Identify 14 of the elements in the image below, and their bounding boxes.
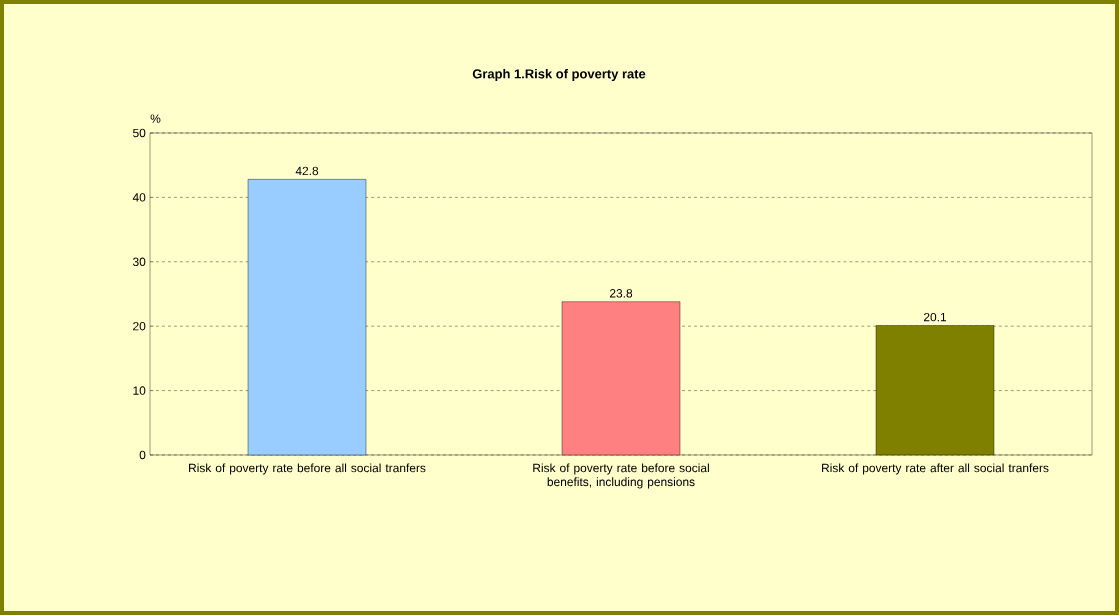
data-label: 20.1: [923, 312, 947, 322]
x-tick-label: Risk of poverty rate before all social tranfers: [189, 463, 426, 475]
x-tick-label: Risk of poverty rate after all social tranfers: [822, 463, 1049, 475]
y-tick-label: 30: [132, 257, 146, 267]
chart-title: Graph 1.Risk of poverty rate: [472, 68, 646, 82]
y-tick-label: 20: [133, 321, 146, 331]
data-label: 42.8: [295, 166, 319, 176]
y-axis-title: %: [150, 114, 161, 123]
data-label: 23.8: [609, 289, 633, 298]
y-tick-label: 0: [139, 450, 146, 460]
y-tick-label: 50: [133, 128, 146, 138]
y-tick-label: 40: [132, 193, 146, 202]
x-tick-label: Risk of poverty rate before social benefits, including pensions: [533, 463, 709, 489]
y-tick-label: 10: [133, 386, 146, 395]
